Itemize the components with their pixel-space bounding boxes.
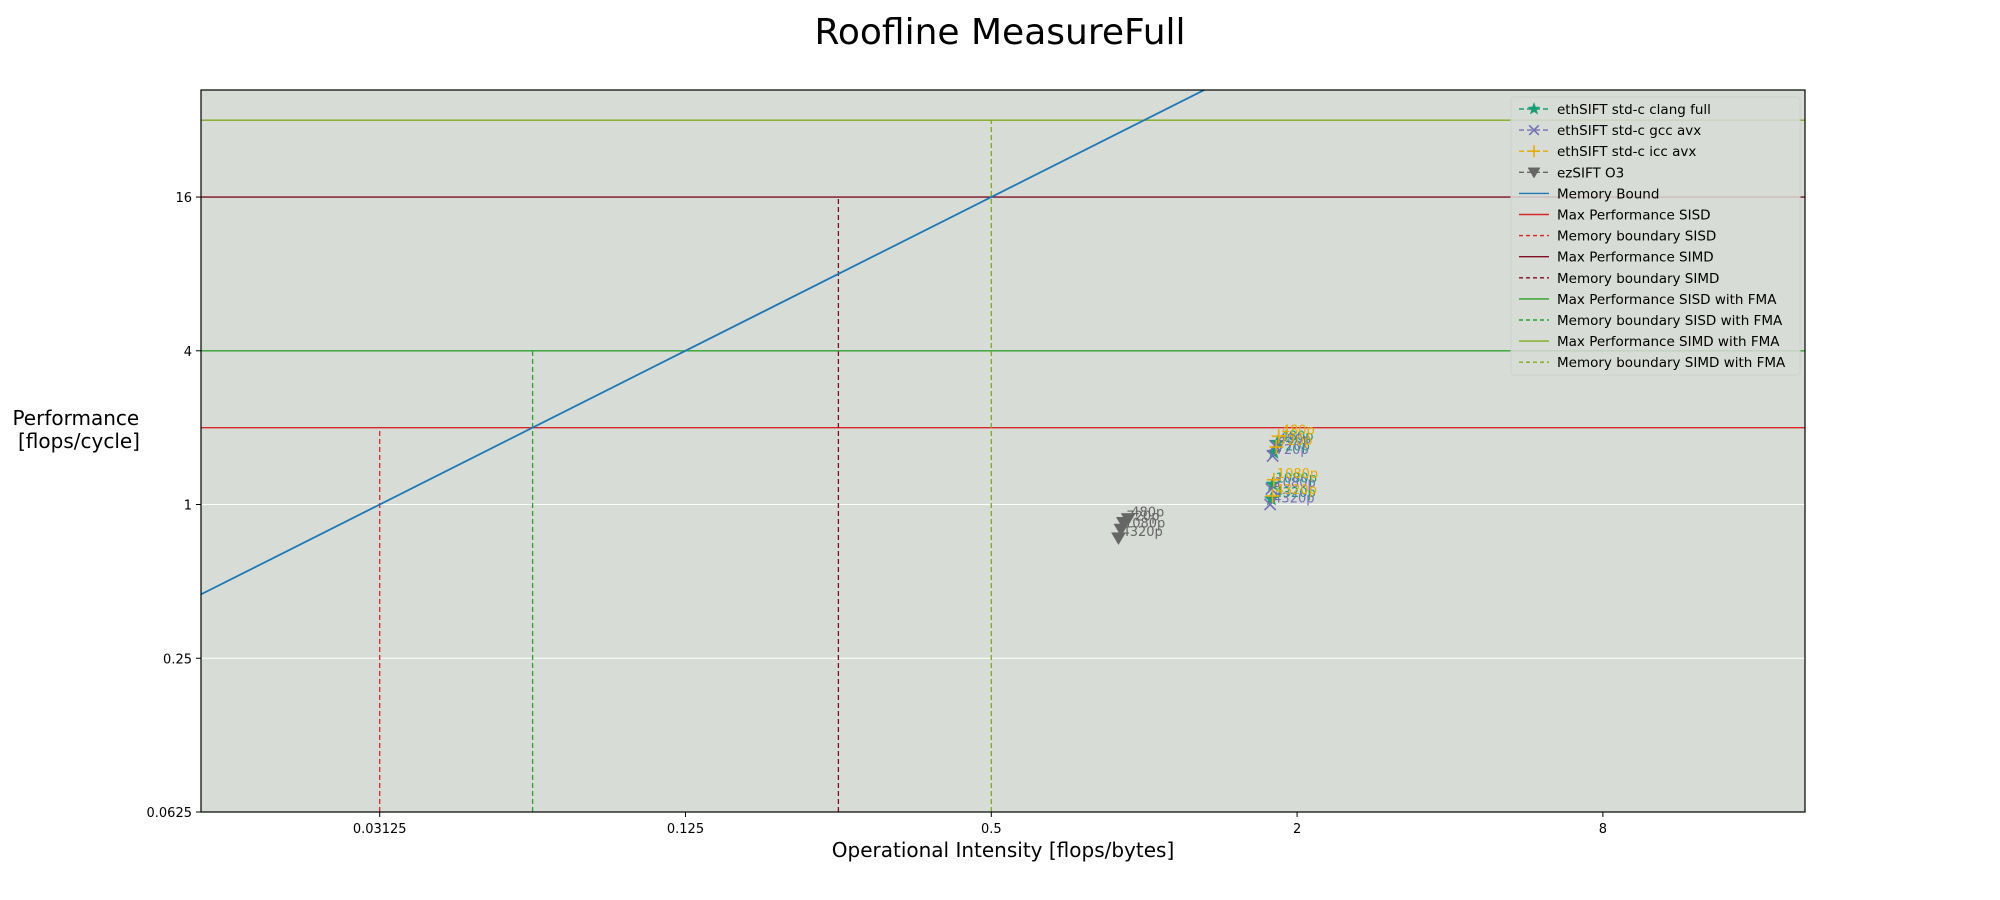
- legend-item: Memory boundary SIMD: [1519, 271, 1719, 287]
- data-point-label: 1080p: [1277, 467, 1318, 482]
- y-tick-label: 16: [175, 191, 192, 206]
- legend-label: ethSIFT std-c clang full: [1557, 102, 1711, 118]
- data-point-label: 480p: [1278, 433, 1311, 448]
- data-point-label: 480p: [1280, 429, 1313, 444]
- legend-item: Max Performance SISD: [1519, 208, 1711, 224]
- x-tick-label: 0.125: [667, 822, 704, 837]
- star-marker: [1527, 102, 1541, 115]
- data-point-label: 720p: [1279, 434, 1312, 449]
- legend-item: Memory boundary SIMD with FMA: [1519, 355, 1786, 371]
- axis-ticks: 0.0625 0.25 1 4 16 0.03125 0.125 0.5 2 8: [147, 191, 1608, 837]
- legend-item: ethSIFT std-c icc avx: [1519, 144, 1696, 160]
- legend-item: ethSIFT std-c clang full: [1519, 102, 1711, 118]
- legend-label: Max Performance SISD: [1557, 208, 1711, 224]
- x-marker-stroke: [1263, 498, 1277, 511]
- legend-label: ezSIFT O3: [1557, 165, 1624, 181]
- plus-marker: [1528, 145, 1540, 158]
- y-tick-label: 4: [184, 345, 192, 360]
- x-tick-label: 0.5: [981, 822, 1002, 837]
- y-tick-label: 1: [184, 499, 192, 514]
- legend-item: Memory Bound: [1519, 186, 1659, 202]
- plus-marker: [1265, 488, 1280, 503]
- star-marker: [1263, 491, 1279, 506]
- data-point-label: 480p: [1282, 423, 1315, 438]
- legend-item: ethSIFT std-c gcc avx: [1519, 123, 1701, 139]
- legend-item: Max Performance SIMD with FMA: [1519, 334, 1780, 350]
- plus-marker: [1266, 472, 1281, 487]
- x-tick-label: 8: [1599, 822, 1607, 837]
- legend-item: Max Performance SISD with FMA: [1519, 292, 1777, 308]
- data-point-label: 4320p: [1121, 525, 1162, 540]
- y-tick-label: 0.0625: [147, 806, 193, 821]
- legend-item: Max Performance SIMD: [1519, 250, 1714, 266]
- data-point-label: 720p: [1276, 443, 1309, 458]
- data-point-label: 4320p: [1274, 486, 1315, 501]
- legend-label: ethSIFT std-c gcc avx: [1557, 123, 1701, 139]
- triangle-down-marker: [1115, 517, 1131, 530]
- legend-item: Memory boundary SISD: [1519, 229, 1716, 245]
- legend-label: Memory boundary SISD with FMA: [1557, 313, 1783, 329]
- x-tick-label: 2: [1293, 822, 1301, 837]
- data-point-label: 1080p: [1274, 476, 1315, 491]
- x-marker: [1263, 498, 1277, 511]
- triangle-down-marker: [1113, 523, 1129, 537]
- plus-marker: [1271, 429, 1286, 444]
- legend-label: ethSIFT std-c icc avx: [1557, 144, 1696, 160]
- triangle-down-marker: [1527, 167, 1541, 179]
- data-points: 480p720p1080p4320p480p720p1080p4320p480p…: [1111, 423, 1318, 546]
- data-point-label: 720p: [1277, 439, 1310, 454]
- legend: ethSIFT std-c clang full ethSIFT std-c gc…: [1510, 96, 1801, 376]
- data-point-label: 1080p: [1276, 471, 1317, 486]
- chart-title: Roofline MeasureFull: [814, 12, 1185, 53]
- legend-box: [1510, 96, 1801, 376]
- plot-frame: [200, 89, 1806, 813]
- triangle-down-marker: [1111, 532, 1126, 546]
- x-marker: [1265, 482, 1278, 496]
- data-point-label: 480p: [1131, 506, 1164, 521]
- memory-bound-line: [201, 90, 1207, 596]
- y-axis-label-line-1: Performance: [12, 406, 139, 430]
- x-marker-stroke: [1265, 482, 1278, 496]
- data-point-label: 1080p: [1124, 516, 1165, 531]
- x-tick-label: 0.03125: [353, 822, 407, 837]
- x-axis-label: Operational Intensity [flops/bytes]: [832, 838, 1175, 862]
- legend-label: Max Performance SISD with FMA: [1557, 292, 1777, 308]
- legend-label: Max Performance SIMD with FMA: [1557, 334, 1780, 350]
- legend-label: Memory boundary SIMD: [1557, 271, 1719, 287]
- data-point-label: 4320p: [1273, 492, 1314, 507]
- legend-label: Memory boundary SISD: [1557, 229, 1716, 245]
- legend-item: ezSIFT O3: [1519, 165, 1624, 181]
- x-marker-stroke: [1528, 124, 1540, 136]
- y-tick-label: 0.25: [163, 652, 192, 667]
- y-axis-label: Performance [flops/cycle]: [12, 406, 145, 453]
- legend-label: Memory boundary SIMD with FMA: [1557, 355, 1786, 371]
- x-marker: [1528, 124, 1540, 136]
- data-point-label: 720p: [1126, 510, 1159, 525]
- star-marker: [1270, 434, 1285, 449]
- data-point-label: 4320p: [1276, 483, 1317, 498]
- legend-label: Max Performance SIMD: [1557, 250, 1714, 266]
- plus-marker: [1269, 439, 1284, 454]
- legend-label: Memory Bound: [1557, 186, 1659, 202]
- y-axis-label-line-2: [flops/cycle]: [18, 429, 140, 453]
- legend-item: Memory boundary SISD with FMA: [1519, 313, 1783, 329]
